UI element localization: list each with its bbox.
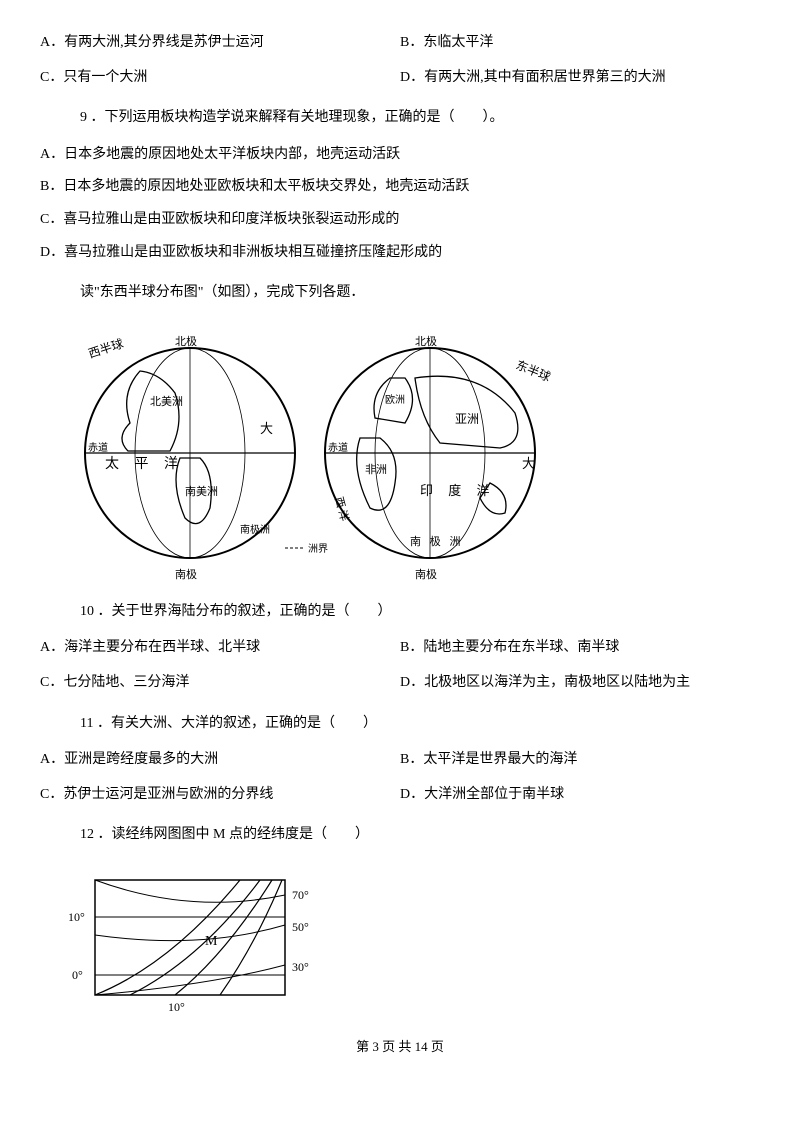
- graticule-svg: M 10° 0° 10° 70° 50° 30°: [60, 865, 320, 1015]
- q11-opt-b: B．太平洋是世界最大的海洋: [400, 747, 760, 774]
- label-lat-10: 10°: [68, 910, 85, 924]
- q11-opt-c: C．苏伊士运河是亚洲与欧洲的分界线: [40, 782, 400, 809]
- q10-opt-b: B．陆地主要分布在东半球、南半球: [400, 635, 760, 662]
- label-asia: 亚洲: [455, 412, 479, 426]
- label-antarctica-e: 南 极 洲: [410, 534, 464, 548]
- label-pac-e1: 大: [522, 456, 535, 471]
- label-equator-e: 赤道: [328, 441, 348, 454]
- q10-opt-d: D．北极地区以海洋为主，南极地区以陆地为主: [400, 670, 760, 697]
- label-lon-10: 10°: [168, 1000, 185, 1014]
- q11-opt-d: D．大洋洲全部位于南半球: [400, 782, 760, 809]
- q10-opt-c: C．七分陆地、三分海洋: [40, 670, 400, 697]
- label-south-pole-w: 南极: [175, 567, 197, 581]
- q10-opt-a: A．海洋主要分布在西半球、北半球: [40, 635, 400, 662]
- label-south-america: 南美洲: [185, 485, 218, 498]
- q9-opt-c: C．喜马拉雅山是由亚欧板块和印度洋板块张裂运动形成的: [40, 207, 760, 234]
- option-d: D．有两大洲,其中有面积居世界第三的大洲: [400, 65, 760, 92]
- label-north-pole-e: 北极: [415, 334, 437, 348]
- label-north-america: 北美洲: [150, 395, 183, 408]
- label-right-30: 30°: [292, 960, 309, 974]
- option-b: B．东临太平洋: [400, 30, 760, 57]
- label-indian: 印 度 洋: [420, 483, 496, 498]
- q9-opt-d: D．喜马拉雅山是由亚欧板块和非洲板块相互碰撞挤压隆起形成的: [40, 240, 760, 267]
- label-boundary-legend: 洲界: [308, 543, 328, 555]
- label-pacific: 太 平 洋: [105, 456, 184, 472]
- label-right-50: 50°: [292, 920, 309, 934]
- hemisphere-figure: 西半球 北极 北美洲 太 平 洋 赤道 南美洲 大 南极洲 南极 北极 东半球 …: [60, 323, 760, 583]
- label-europe: 欧洲: [385, 394, 405, 406]
- q12-stem: 12 ．读经纬网图图中 M 点的经纬度是（ ）: [80, 822, 760, 849]
- label-equator-w: 赤道: [88, 441, 108, 454]
- option-a: A．有两大洲,其分界线是苏伊士运河: [40, 30, 400, 57]
- label-north-pole-w: 北极: [175, 334, 197, 348]
- page-footer: 第 3 页 共 14 页: [40, 1035, 760, 1060]
- q9-stem: 9 ．下列运用板块构造学说来解释有关地理现象，正确的是（ ）。: [80, 105, 760, 132]
- option-c: C．只有一个大洲: [40, 65, 400, 92]
- label-africa: 非洲: [365, 463, 387, 476]
- label-point-m: M: [205, 934, 218, 949]
- q11-opt-a: A．亚洲是跨经度最多的大洲: [40, 747, 400, 774]
- hemisphere-intro: 读"东西半球分布图"（如图），完成下列各题．: [80, 280, 760, 307]
- label-antarctica-w: 南极洲: [240, 523, 270, 536]
- label-lat-0: 0°: [72, 968, 83, 982]
- label-right-70: 70°: [292, 888, 309, 902]
- q9-opt-b: B．日本多地震的原因地处亚欧板块和太平板块交界处，地壳运动活跃: [40, 174, 760, 201]
- hemisphere-svg: 西半球 北极 北美洲 太 平 洋 赤道 南美洲 大 南极洲 南极 北极 东半球 …: [60, 323, 560, 583]
- graticule-figure: M 10° 0° 10° 70° 50° 30°: [60, 865, 760, 1015]
- label-atlantic-w: 大: [260, 421, 273, 436]
- q11-stem: 11 ．有关大洲、大洋的叙述，正确的是（ ）: [80, 711, 760, 738]
- q10-stem: 10 ．关于世界海陆分布的叙述，正确的是（ ）: [80, 599, 760, 626]
- q9-opt-a: A．日本多地震的原因地处太平洋板块内部，地壳运动活跃: [40, 142, 760, 169]
- label-south-pole-e: 南极: [415, 567, 437, 581]
